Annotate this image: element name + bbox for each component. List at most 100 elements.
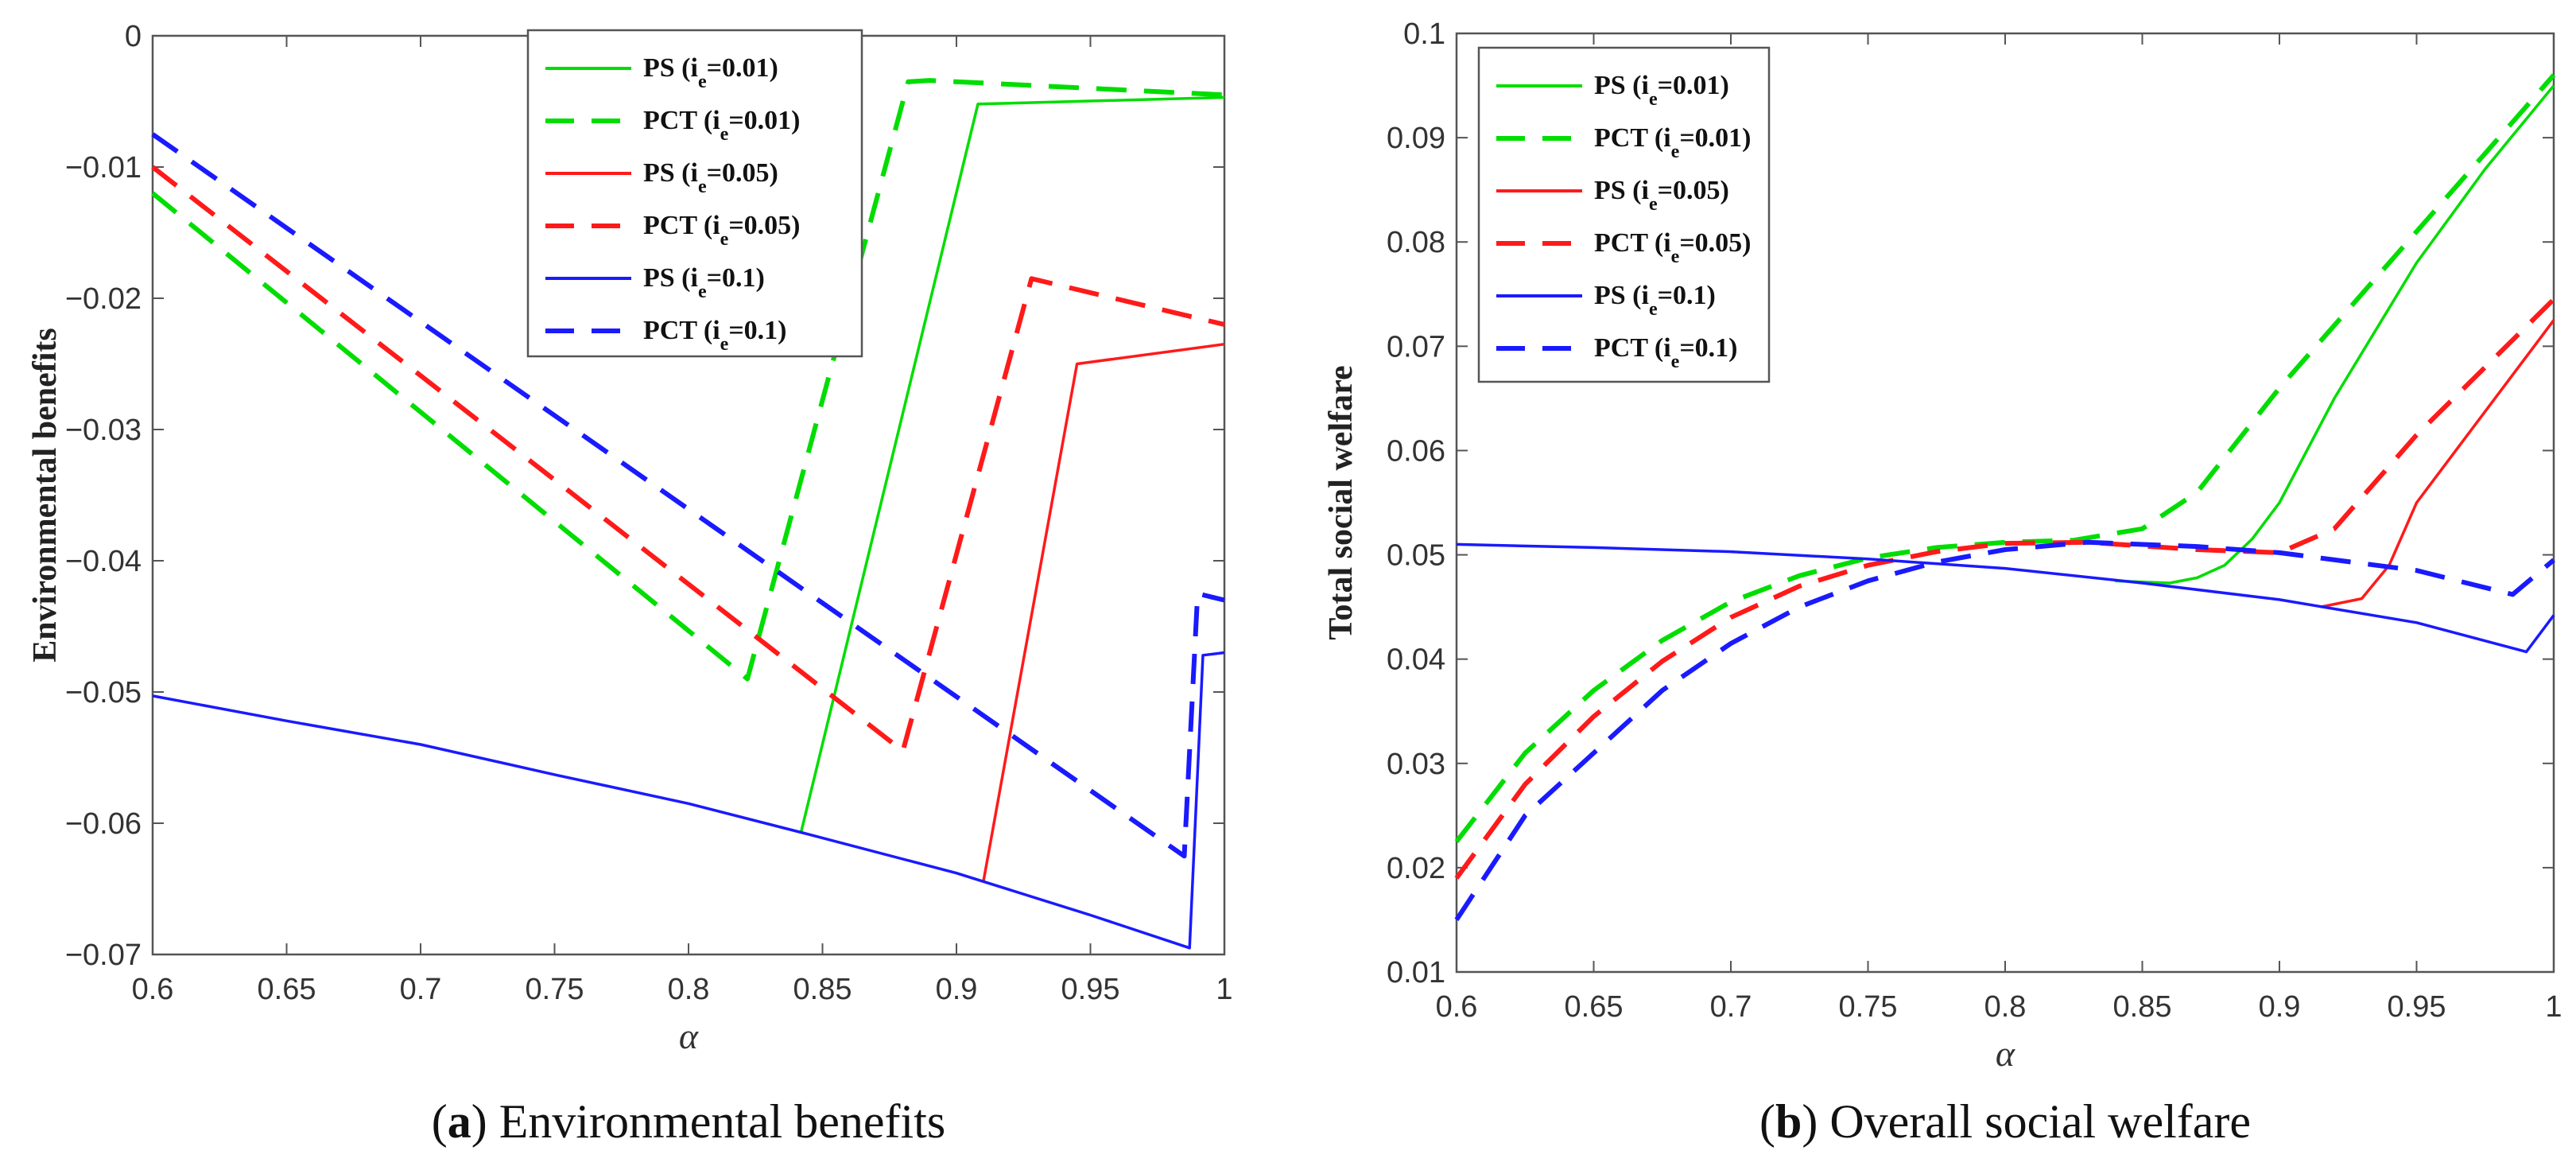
series-line-pct-ie-0-01- xyxy=(1454,73,2556,843)
legend-label-subscript: e xyxy=(1671,142,1680,162)
x-tick-label: 0.7 xyxy=(1710,990,1752,1024)
y-tick-label: 0.08 xyxy=(1387,226,1445,259)
legend-entry-label: PCT (ie=0.01) xyxy=(1594,123,1752,162)
legend-label-subscript: e xyxy=(698,282,707,302)
legend-label-suffix: =0.1) xyxy=(707,263,765,293)
legend-label-subscript: e xyxy=(1671,352,1680,372)
x-tick-label: 0.6 xyxy=(132,973,174,1006)
series-line-ps-ie-0-01- xyxy=(2114,84,2555,585)
series-line-pct-ie-0-05- xyxy=(151,165,1225,754)
legend-entry-label: PS (ie=0.05) xyxy=(1594,176,1729,215)
legend-label-prefix: PS (i xyxy=(1594,71,1649,100)
legend-label-suffix: =0.05) xyxy=(728,211,800,240)
x-tick-label: 0.75 xyxy=(526,973,584,1006)
caption-text: Overall social welfare xyxy=(1818,1095,2251,1148)
legend-label-prefix: PS (i xyxy=(643,158,698,188)
y-tick-label: −0.07 xyxy=(65,939,142,972)
legend-label-prefix: PCT (i xyxy=(1594,123,1671,153)
y-tick-label: 0.01 xyxy=(1387,956,1445,989)
legend-entry-label: PCT (ie=0.1) xyxy=(1594,333,1738,372)
y-tick-label: −0.02 xyxy=(65,282,142,316)
legend-label-suffix: =0.1) xyxy=(1658,281,1716,310)
caption-label: b xyxy=(1775,1095,1802,1148)
y-tick-label: 0.02 xyxy=(1387,852,1445,885)
y-tick-label: 0.07 xyxy=(1387,330,1445,363)
legend-entry-label: PCT (ie=0.1) xyxy=(643,316,787,355)
chart-environmental-benefits: 0.6 0.65 0.7 0.75 0.8 0.85 0.9 0.95 1 0 −0.01 −0.02… xyxy=(27,20,1233,1148)
x-tick-label: 0.85 xyxy=(2113,990,2172,1024)
legend-label-subscript: e xyxy=(1649,299,1658,320)
legend-label-prefix: PS (i xyxy=(643,53,698,83)
x-tick-label: 0.7 xyxy=(400,973,442,1006)
legend: PS (ie=0.01)PCT (ie=0.01)PS (ie=0.05)PCT… xyxy=(526,29,863,358)
legend-entry-label: PS (ie=0.1) xyxy=(643,263,765,302)
legend-label-subscript: e xyxy=(720,124,729,145)
legend-label-subscript: e xyxy=(698,72,707,92)
y-tick-label: 0.05 xyxy=(1387,539,1445,573)
y-axis-label: Total social welfare xyxy=(1323,365,1360,639)
legend-label-subscript: e xyxy=(720,229,729,250)
legend: PS (ie=0.01)PCT (ie=0.01)PS (ie=0.05)PCT… xyxy=(1477,46,1771,383)
series-line-pct-ie-0-05- xyxy=(1454,297,2556,880)
legend-label-suffix: =0.1) xyxy=(1679,333,1737,363)
x-tick-label: 1 xyxy=(1216,973,1232,1006)
caption-paren-open: ( xyxy=(1759,1095,1775,1148)
x-tick-label: 0.95 xyxy=(1061,973,1120,1006)
series-line-ps-ie-0-1- xyxy=(1456,542,2555,654)
x-tick-label: 0.6 xyxy=(1436,990,1478,1024)
y-tick-label: 0.09 xyxy=(1387,122,1445,155)
x-axis-label: α xyxy=(679,1016,699,1056)
legend-entry-label: PCT (ie=0.05) xyxy=(643,211,801,250)
y-tick-label: 0.04 xyxy=(1387,643,1445,677)
legend-label-subscript: e xyxy=(1649,89,1658,110)
legend-label-prefix: PS (i xyxy=(1594,281,1649,310)
legend-label-subscript: e xyxy=(720,334,729,355)
legend-entry-label: PCT (ie=0.01) xyxy=(643,106,801,145)
y-tick-label: −0.04 xyxy=(65,545,142,578)
legend-label-subscript: e xyxy=(1671,247,1680,267)
series-line-pct-ie-0-01- xyxy=(151,78,1225,682)
y-tick-label: −0.06 xyxy=(65,807,142,841)
x-tick-label: 0.65 xyxy=(258,973,316,1006)
legend-entry-label: PS (ie=0.1) xyxy=(1594,281,1716,320)
series-line-ps-ie-0-05- xyxy=(981,342,1225,883)
x-tick-label: 0.9 xyxy=(936,973,978,1006)
series-line-ps-ie-0-01- xyxy=(799,95,1225,833)
caption-paren-close: ) xyxy=(471,1095,487,1148)
x-tick-label: 0.8 xyxy=(1984,990,2027,1024)
y-tick-label: −0.05 xyxy=(65,676,142,709)
x-tick-label: 0.75 xyxy=(1839,990,1898,1024)
legend-label-prefix: PCT (i xyxy=(643,106,720,135)
legend-label-suffix: =0.01) xyxy=(728,106,800,135)
legend-box xyxy=(526,29,863,358)
x-tick-label: 0.8 xyxy=(668,973,710,1006)
series-line-ps-ie-0-1- xyxy=(152,651,1225,950)
y-tick-label: 0 xyxy=(125,20,142,53)
legend-label-subscript: e xyxy=(698,177,707,197)
caption-text: Environmental benefits xyxy=(487,1095,946,1148)
legend-box xyxy=(1477,46,1771,383)
caption-paren-open: ( xyxy=(432,1095,448,1148)
x-tick-label: 0.65 xyxy=(1565,990,1624,1024)
y-tick-label: 0.06 xyxy=(1387,434,1445,468)
x-tick-label: 0.95 xyxy=(2388,990,2446,1024)
legend-label-suffix: =0.01) xyxy=(707,53,778,83)
legend-entry-label: PS (ie=0.01) xyxy=(643,53,778,92)
series-line-pct-ie-0-1- xyxy=(151,132,1225,859)
legend-entry-label: PS (ie=0.05) xyxy=(643,158,778,197)
chart-social-welfare: 0.6 0.65 0.7 0.75 0.8 0.85 0.9 0.95 1 0.1 0.09 0.08… xyxy=(1323,17,2562,1148)
x-axis-label: α xyxy=(1996,1033,2015,1074)
x-tick-label: 0.9 xyxy=(2259,990,2301,1024)
legend-label-prefix: PCT (i xyxy=(1594,228,1671,258)
legend-label-suffix: =0.05) xyxy=(707,158,778,188)
legend-label-suffix: =0.01) xyxy=(1679,123,1751,153)
legend-label-prefix: PS (i xyxy=(643,263,698,293)
caption-label: a xyxy=(448,1095,471,1148)
legend-label-suffix: =0.05) xyxy=(1679,228,1751,258)
x-tick-label: 1 xyxy=(2545,990,2562,1024)
x-tick-label: 0.85 xyxy=(793,973,852,1006)
legend-entry-label: PS (ie=0.01) xyxy=(1594,71,1729,110)
legend-label-prefix: PCT (i xyxy=(643,316,720,345)
legend-label-suffix: =0.05) xyxy=(1658,176,1729,205)
